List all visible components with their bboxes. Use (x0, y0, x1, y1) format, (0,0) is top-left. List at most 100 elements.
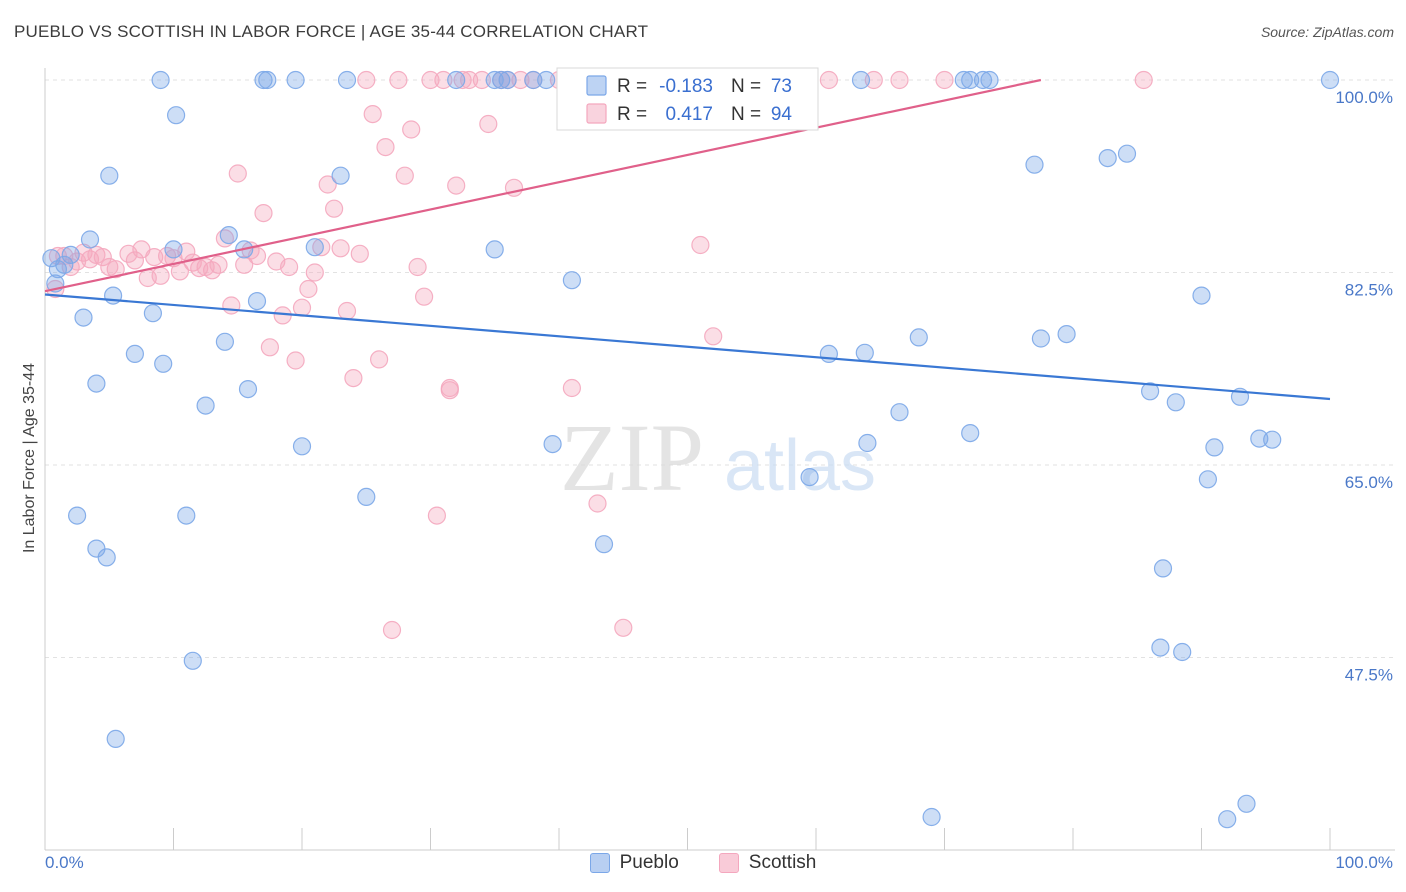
pueblo-point (1031, 329, 1051, 348)
x-tick-label: 100.0% (1335, 853, 1393, 872)
scottish-point (382, 620, 402, 640)
gridlines (45, 79, 1395, 658)
axes (44, 68, 1395, 851)
pueblo-point (1117, 144, 1137, 163)
scottish-point (864, 70, 883, 90)
pueblo-point (562, 271, 582, 290)
bottom-legend-label: Scottish (748, 852, 817, 873)
pueblo-point (219, 226, 238, 245)
pueblo-point (151, 70, 170, 90)
chart-source: Source: ZipAtlas.com (1260, 24, 1394, 40)
pueblo-point (254, 70, 273, 90)
pueblo-point (1057, 325, 1076, 344)
pueblo-point (183, 651, 202, 670)
scottish-point (260, 338, 279, 357)
scottish-point (479, 114, 498, 134)
scottish-point (222, 296, 241, 315)
legend-n-label: N = (731, 76, 761, 97)
pueblo-point (67, 506, 87, 525)
y-tick-label: 65.0% (1345, 473, 1393, 492)
pueblo-point (855, 343, 874, 362)
pueblo-point (1263, 430, 1282, 449)
y-tick-label: 82.5% (1345, 281, 1393, 300)
pueblo-point (980, 70, 999, 90)
pueblo-point (337, 70, 357, 90)
scottish-points (46, 70, 1153, 640)
scottish-point (299, 279, 318, 299)
watermark-zip: ZIP (560, 404, 704, 511)
pueblo-point (922, 807, 941, 827)
pueblo-point (1192, 286, 1211, 305)
pueblo-point (498, 70, 517, 90)
scottish-point (344, 369, 363, 388)
legend-n-value: 73 (771, 76, 792, 97)
pueblo-point (87, 374, 106, 393)
legend-box: R = -0.183 N = 73 R = 0.417 N = 94 (556, 67, 819, 131)
pueblo-point (196, 396, 215, 415)
scottish-point (588, 494, 607, 513)
pueblo-point (74, 308, 93, 327)
pueblo-point (80, 230, 100, 249)
pueblo-trend-line (44, 293, 1331, 401)
bottom-legend-item-scottish: Scottish (718, 852, 817, 874)
pueblo-point (1250, 429, 1269, 448)
pueblo-point (485, 70, 504, 90)
pueblo-point (1025, 155, 1044, 174)
pueblo-point (961, 424, 980, 443)
scottish-point (440, 378, 459, 398)
scottish-point (1134, 70, 1153, 90)
scottish-point (370, 350, 389, 369)
scottish-point (447, 176, 466, 195)
pueblo-point (1140, 382, 1160, 401)
pueblo-point (97, 548, 116, 567)
pueblo-point (1198, 470, 1218, 489)
y-tick-label: 47.5% (1345, 666, 1393, 685)
pueblo-point (858, 433, 877, 453)
scottish-point (460, 70, 479, 90)
pueblo-point (55, 255, 74, 274)
scottish-point (209, 255, 228, 274)
scottish-point (395, 166, 414, 185)
scottish-point (376, 138, 395, 157)
pueblo-point (125, 344, 144, 363)
pueblo-point (286, 70, 305, 90)
watermark-atlas: atlas (724, 426, 876, 506)
pueblo-point (543, 435, 562, 454)
pueblo-point (1153, 559, 1173, 578)
pueblo-point (1151, 638, 1170, 657)
scottish-point (312, 238, 331, 257)
scottish-point (145, 248, 164, 267)
tick-labels: 47.5% 65.0% 82.5% 100.0% 0.0% 100.0% (45, 88, 1393, 872)
scottish-point (305, 263, 324, 282)
scottish-point (562, 378, 582, 398)
scottish-point (427, 506, 446, 525)
scottish-point (93, 248, 112, 267)
chart-title: PUEBLO VS SCOTTISH IN LABOR FORCE | AGE … (14, 22, 649, 41)
scottish-point (472, 70, 491, 90)
scottish-point (434, 70, 453, 90)
legend-n-value: 94 (771, 104, 793, 125)
legend-r-label: R = (617, 76, 647, 97)
scottish-point (421, 70, 440, 90)
scottish-point (511, 70, 530, 90)
scottish-point (402, 120, 421, 139)
scottish-point (325, 199, 344, 218)
scottish-point (408, 257, 427, 277)
pueblo-point (154, 354, 173, 373)
scottish-point (935, 70, 954, 90)
pueblo-point (143, 304, 162, 323)
pueblo-point (819, 344, 839, 363)
y-tick-label: 100.0% (1335, 88, 1393, 107)
pueblo-point (357, 487, 376, 506)
scottish-point (415, 287, 434, 306)
scottish-point (151, 266, 170, 285)
pueblo-point (247, 292, 267, 311)
legend-n-label: N = (731, 104, 761, 125)
scottish-point (704, 327, 723, 346)
legend-r-value: -0.183 (659, 76, 713, 97)
bottom-legend-item-pueblo: Pueblo (589, 852, 679, 874)
legend-r-value: 0.417 (665, 104, 713, 125)
pueblo-point (1320, 70, 1340, 90)
scottish-point (819, 70, 839, 90)
